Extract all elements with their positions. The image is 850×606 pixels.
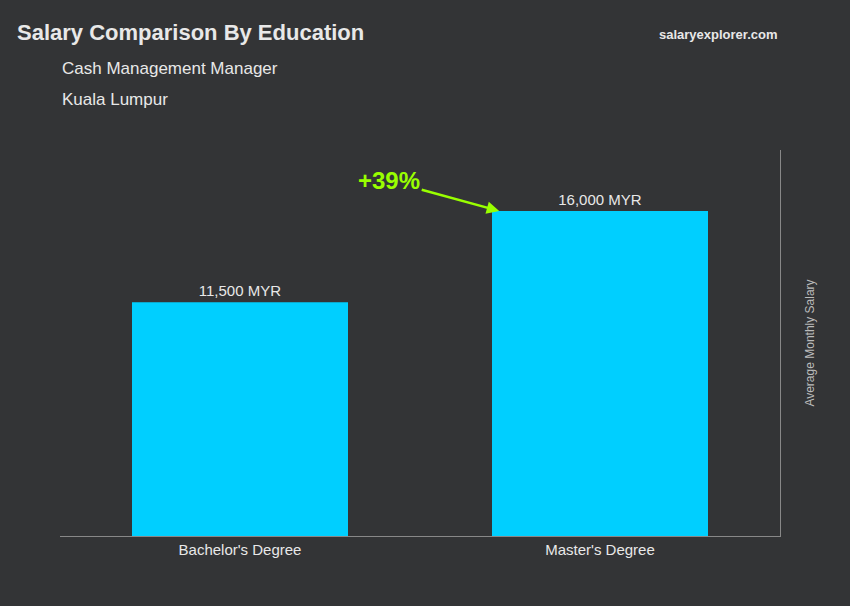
svg-text:Average Monthly Salary: Average Monthly Salary (803, 279, 817, 406)
svg-text:Salary Comparison By Education: Salary Comparison By Education (17, 20, 364, 45)
svg-text:Kuala Lumpur: Kuala Lumpur (62, 90, 168, 109)
svg-text:Cash Management Manager: Cash Management Manager (62, 59, 278, 78)
svg-text:+39%: +39% (358, 167, 420, 194)
svg-text:11,500 MYR: 11,500 MYR (199, 282, 281, 299)
svg-text:Bachelor's Degree: Bachelor's Degree (179, 541, 302, 558)
svg-text:Master's Degree: Master's Degree (545, 541, 655, 558)
svg-text:salaryexplorer.com: salaryexplorer.com (659, 27, 778, 42)
svg-text:16,000 MYR: 16,000 MYR (558, 191, 642, 208)
